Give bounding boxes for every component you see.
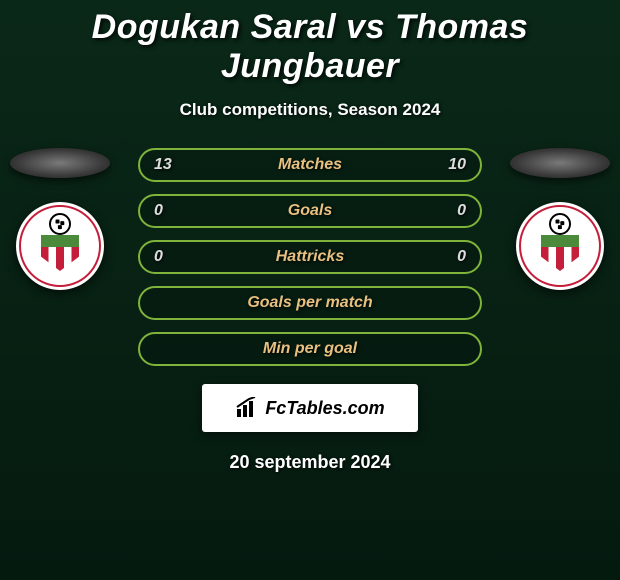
stats-list: 13 Matches 10 0 Goals 0 0 Hattricks 0 Go…: [138, 148, 482, 366]
stat-right-value: 10: [436, 156, 466, 174]
stat-right-value: 0: [436, 248, 466, 266]
stat-left-value: 0: [154, 202, 184, 220]
stat-label: Hattricks: [184, 248, 436, 266]
bar-chart-icon: [235, 397, 261, 419]
stat-right-value: 0: [436, 202, 466, 220]
page-title: Dogukan Saral vs Thomas Jungbauer: [0, 0, 620, 86]
stat-row-hattricks: 0 Hattricks 0: [138, 240, 482, 274]
stat-label: Goals: [184, 202, 436, 220]
stat-left-value: 0: [154, 248, 184, 266]
date-text: 20 september 2024: [0, 452, 620, 473]
branding-badge: FcTables.com: [202, 384, 418, 432]
branding-text: FcTables.com: [265, 398, 384, 419]
stat-label: Min per goal: [184, 340, 436, 358]
stat-label: Goals per match: [184, 294, 436, 312]
comparison-area: 13 Matches 10 0 Goals 0 0 Hattricks 0 Go…: [0, 148, 620, 473]
player-left-column: [10, 148, 110, 290]
stat-row-goals: 0 Goals 0: [138, 194, 482, 228]
stat-left-value: 13: [154, 156, 184, 174]
stat-row-matches: 13 Matches 10: [138, 148, 482, 182]
player-left-club-badge: [16, 202, 104, 290]
subtitle: Club competitions, Season 2024: [0, 100, 620, 120]
stat-row-goals-per-match: Goals per match: [138, 286, 482, 320]
stat-row-min-per-goal: Min per goal: [138, 332, 482, 366]
player-right-avatar: [510, 148, 610, 178]
player-right-club-badge: [516, 202, 604, 290]
stat-label: Matches: [184, 156, 436, 174]
player-left-avatar: [10, 148, 110, 178]
player-right-column: [510, 148, 610, 290]
